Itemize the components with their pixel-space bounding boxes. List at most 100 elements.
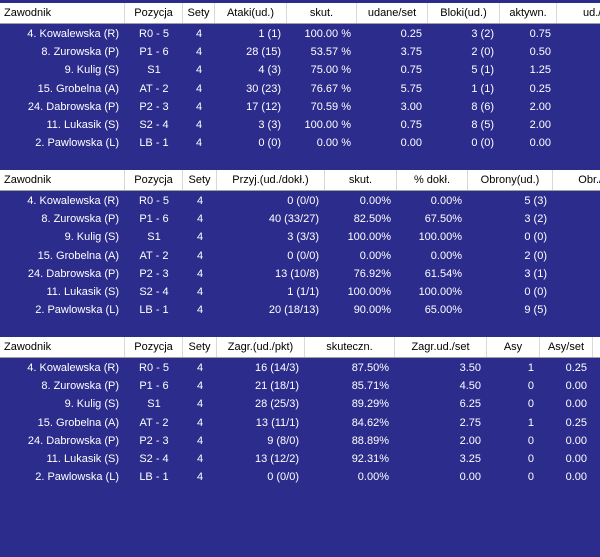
column-header: Zagr.ud./set bbox=[395, 337, 487, 357]
table-cell: 4 bbox=[196, 453, 204, 465]
column-header: Obrony(ud.) bbox=[468, 170, 553, 190]
table-cell: 8 (5) bbox=[471, 119, 494, 131]
table-cell: 67.50% bbox=[424, 213, 462, 226]
table-cell: LB - 1 bbox=[139, 471, 169, 484]
table-cell: 4 bbox=[196, 213, 204, 226]
table-cell: 100.00% bbox=[347, 231, 391, 244]
table-cell: 2.00 bbox=[529, 100, 551, 113]
table-cell: S2 - 4 bbox=[139, 286, 169, 298]
table-cell: 0.00 bbox=[553, 228, 600, 246]
column-header: Asy bbox=[487, 337, 540, 357]
table-cell: 0.75 bbox=[400, 119, 422, 131]
table-cell: 70.59 % bbox=[310, 100, 351, 113]
table-cell: S2 - 4 bbox=[139, 453, 169, 465]
table-cell: 0.00 bbox=[565, 434, 587, 447]
column-header: Zawodnik bbox=[0, 170, 125, 190]
table-cell: 15. Grobelna (A) bbox=[37, 249, 119, 262]
table-cell: P2 - 3 bbox=[139, 100, 169, 113]
table-cell: 0.25 bbox=[529, 82, 551, 95]
column-header: % dokł. bbox=[397, 170, 468, 190]
table-cell: 0 (0/0) bbox=[267, 471, 299, 484]
table-cell: P2 - 3 bbox=[139, 434, 169, 447]
table-cell: 0.00% bbox=[357, 471, 389, 484]
table-cell: 87.50% bbox=[351, 362, 389, 374]
table-cell: 0.00 bbox=[553, 283, 600, 301]
table-cell: 0 (0) bbox=[524, 231, 547, 244]
table-cell: 4 bbox=[195, 28, 203, 40]
table-cell: 100.00% bbox=[347, 286, 391, 298]
table-cell: P1 - 6 bbox=[139, 213, 169, 226]
table-cell: R0 - 5 bbox=[139, 28, 169, 40]
table-cell: AT - 2 bbox=[139, 249, 169, 262]
column-header: skut. bbox=[287, 3, 357, 23]
table-cell: 1 bbox=[527, 416, 534, 429]
table-cell: 4 bbox=[196, 398, 204, 411]
table-cell: 92.31% bbox=[351, 453, 389, 465]
column-header: Zagr.(ud./pkt) bbox=[217, 337, 305, 357]
table-cell: 28 (15) bbox=[246, 46, 281, 59]
table-cell: S2 - 4 bbox=[139, 119, 169, 131]
table-cell: 3.25 bbox=[459, 453, 481, 465]
table-cell: 2.00 bbox=[529, 119, 551, 131]
column-header: Pozycja bbox=[125, 337, 183, 357]
table-cell: 0.50 bbox=[553, 210, 600, 228]
table-cell: S1 bbox=[147, 231, 161, 244]
table-cell: 2. Pawlowska (L) bbox=[35, 304, 119, 317]
table-cell: 0.75 bbox=[529, 28, 551, 40]
table-cell: S1 bbox=[147, 64, 161, 77]
table-cell: 1.25 bbox=[557, 116, 600, 134]
table-cell: 13 (10/8) bbox=[274, 267, 319, 280]
table-cell: 0 (0) bbox=[471, 137, 494, 150]
table-cell: 0.25 bbox=[565, 362, 587, 374]
table-header bbox=[0, 337, 600, 358]
column-header: aktywn. bbox=[500, 3, 557, 23]
table-cell: S1 bbox=[147, 398, 161, 411]
table-cell: 4. Kowalewska (R) bbox=[27, 28, 119, 40]
table-cell: 0.25 bbox=[400, 28, 422, 40]
table-cell: 0.25 bbox=[553, 265, 600, 283]
column-header: Zawodnik bbox=[0, 337, 125, 357]
table-cell: 0.50 bbox=[557, 25, 600, 43]
table-cell: 1 (1) bbox=[471, 82, 494, 95]
table-cell: 0.00 bbox=[557, 43, 600, 61]
table-cell: 24. Dabrowska (P) bbox=[27, 100, 119, 113]
table-cell: P2 - 3 bbox=[139, 267, 169, 280]
table-cell: 8. Zurowska (P) bbox=[41, 46, 119, 59]
table-cell: 3 (1) bbox=[524, 267, 547, 280]
table-cell: 13 (11/1) bbox=[255, 416, 299, 429]
table-cell: 4. Kowalewska (R) bbox=[27, 195, 119, 207]
table-cell: 100.00 % bbox=[304, 119, 351, 131]
table-cell: 0.00 bbox=[565, 453, 587, 465]
table-cell: 11. Lukasik (S) bbox=[46, 453, 119, 465]
table-cell: 61.54% bbox=[424, 267, 462, 280]
column-header: skuteczn. bbox=[305, 337, 395, 357]
table-cell: 0 bbox=[527, 471, 534, 484]
table-cell: 2. Pawlowska (L) bbox=[35, 137, 119, 150]
column-header: udane/set bbox=[357, 3, 428, 23]
table-cell: 100.00% bbox=[418, 286, 462, 298]
table-cell: 2. Pawlowska (L) bbox=[35, 471, 119, 484]
column-header: Pozycja bbox=[125, 170, 183, 190]
table-cell: 9. Kulig (S) bbox=[64, 398, 119, 411]
table-cell: 0 (0/0) bbox=[287, 195, 319, 207]
table-cell: 4.50 bbox=[459, 380, 481, 393]
column-header: ud./se bbox=[557, 3, 600, 23]
table-cell: LB - 1 bbox=[139, 137, 169, 150]
table-cell: 9 (8/0) bbox=[267, 434, 299, 447]
table-cell: 0.00% bbox=[359, 195, 391, 207]
table-cell: 0.00 bbox=[553, 247, 600, 265]
table-cell: 4 bbox=[196, 434, 204, 447]
table-cell: 0 (0) bbox=[524, 286, 547, 298]
table-cell: R0 - 5 bbox=[139, 362, 169, 374]
table-cell: 0.00 % bbox=[316, 137, 351, 150]
table-cell: P1 - 6 bbox=[139, 380, 169, 393]
column-header: Ataki(ud.) bbox=[215, 3, 287, 23]
table-cell: 4 bbox=[195, 46, 203, 59]
table-cell: 0.00% bbox=[359, 249, 391, 262]
table-cell: 0.00 bbox=[565, 398, 587, 411]
table-cell: 65.00% bbox=[424, 304, 462, 317]
table-cell: 8. Zurowska (P) bbox=[41, 380, 119, 393]
table-cell: LB - 1 bbox=[139, 304, 169, 317]
table-cell: 4 bbox=[196, 249, 204, 262]
